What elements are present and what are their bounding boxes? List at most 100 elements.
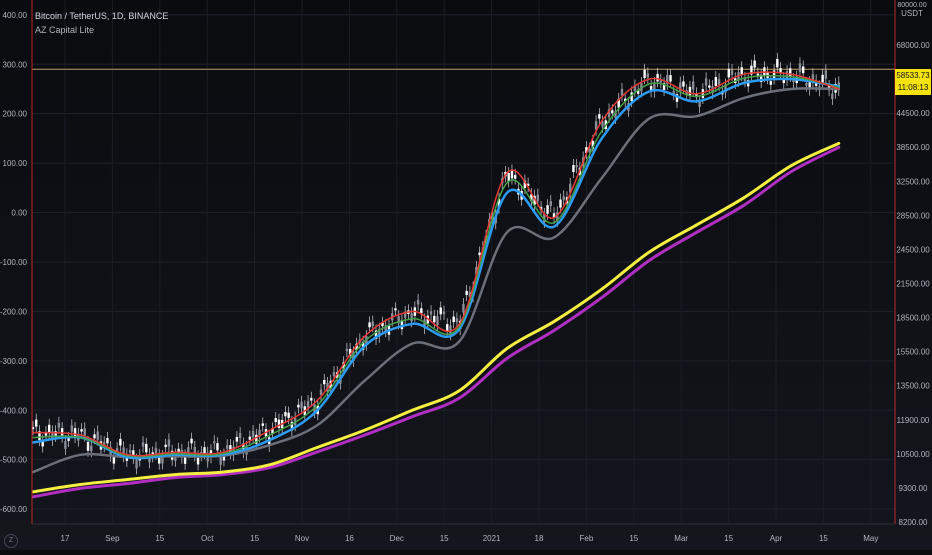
right-tick-label: 44500.00 [896, 109, 930, 118]
symbol-title[interactable]: Bitcoin / TetherUS, 1D, BINANCE [35, 11, 169, 21]
left-axis-labels: 400.00 300.00 200.00 100.00 0.00 -100.00 -200.… [0, 11, 28, 514]
x-tick-label[interactable]: 15 [250, 534, 259, 543]
x-tick-label[interactable]: Oct [201, 534, 214, 543]
candle-body [601, 121, 604, 127]
candle-body [238, 433, 242, 439]
candle-body [255, 434, 258, 444]
candle-body [575, 165, 578, 168]
candle-body [740, 67, 743, 76]
candle-body [47, 424, 51, 433]
series-line-ema-blue [31, 77, 841, 460]
candle-body [611, 110, 614, 114]
candle-body [646, 73, 650, 78]
candle-body [410, 313, 413, 322]
candle-body [704, 78, 708, 86]
candle-body [361, 341, 365, 350]
candle-body [679, 82, 682, 92]
candle-body [374, 330, 378, 340]
x-tick-label[interactable]: Apr [770, 534, 783, 543]
x-tick-label[interactable]: Sep [105, 534, 120, 543]
x-tick-label[interactable]: 2021 [483, 534, 501, 543]
candle-body [429, 311, 433, 315]
candle-body [348, 348, 352, 356]
candle-body [821, 74, 824, 84]
x-tick-label[interactable]: Dec [390, 534, 404, 543]
candle-body [468, 291, 472, 298]
candle-body [662, 83, 666, 90]
candle-body [115, 448, 119, 451]
candle-body [523, 180, 527, 188]
x-tick-label[interactable]: 15 [819, 534, 828, 543]
series-line-ema-yellow [31, 141, 841, 494]
candle-body [44, 432, 48, 436]
candle-body [442, 311, 446, 315]
right-tick-label: 18500.00 [896, 314, 930, 323]
candle-body [261, 423, 264, 426]
candle-body [287, 412, 290, 418]
candle-body [248, 436, 252, 440]
x-tick-label[interactable]: Mar [674, 534, 688, 543]
x-tick-label[interactable]: 15 [629, 534, 638, 543]
candle-body [436, 316, 439, 326]
x-axis-labels[interactable]: 17 Sep 15 Oct 15 Nov 16 Dec 15 2021 18 Feb 15 Mar 15 Ap… [61, 534, 879, 543]
candle-body [701, 89, 705, 99]
candle-body [274, 418, 277, 422]
candle-body [559, 199, 562, 208]
candle-body [284, 412, 287, 417]
candle-body [497, 198, 501, 208]
candle-body [145, 443, 148, 453]
currency-label: USDT [901, 9, 923, 18]
candle-body [792, 79, 795, 83]
candle-body [64, 441, 67, 449]
candle-body [724, 84, 727, 93]
candle-body [659, 79, 663, 83]
right-tick-label: 68000.00 [896, 41, 930, 50]
right-tick-label: 38500.00 [896, 143, 930, 152]
candle-body [119, 438, 122, 446]
candle-body [607, 109, 611, 118]
candle-body [102, 442, 106, 447]
z-scale-icon[interactable]: Z [4, 534, 18, 548]
candle-body [35, 419, 38, 427]
candle-body [688, 86, 692, 96]
candle-body [132, 450, 135, 458]
candle-body [630, 92, 633, 102]
candle-body [290, 421, 294, 431]
x-tick-label[interactable]: Nov [295, 534, 309, 543]
x-tick-label[interactable]: 17 [61, 534, 70, 543]
candle-body [653, 82, 656, 92]
right-tick-label: 10500.00 [896, 450, 930, 459]
x-tick-label[interactable]: 15 [155, 534, 164, 543]
x-tick-label[interactable]: 15 [724, 534, 733, 543]
candle-body [397, 316, 400, 324]
candle-body [183, 455, 187, 464]
candle-body [789, 68, 792, 77]
candle-body [465, 290, 468, 296]
x-tick-label[interactable]: May [863, 534, 878, 543]
candle-body [368, 322, 371, 328]
candle-body [371, 321, 374, 327]
candle-body [384, 325, 387, 332]
x-tick-label[interactable]: Feb [580, 534, 594, 543]
candle-body [93, 434, 96, 439]
candle-body [478, 252, 481, 256]
candle-body [730, 70, 734, 75]
indicator-name[interactable]: AZ Capital Lite [35, 25, 95, 35]
candle-body [352, 352, 355, 361]
x-tick-label[interactable]: 16 [345, 534, 354, 543]
candle-body [381, 322, 384, 327]
candle-body [193, 446, 197, 456]
left-tick-label: 0.00 [11, 209, 27, 218]
series-line-ema-gray [31, 87, 841, 474]
candle-body [164, 444, 167, 448]
candle-body [569, 183, 572, 193]
candle-body [420, 308, 423, 314]
candle-body [672, 91, 675, 95]
x-tick-label[interactable]: 18 [535, 534, 544, 543]
candle-body [225, 445, 229, 449]
x-tick-label[interactable]: 15 [440, 534, 449, 543]
candle-body [300, 401, 303, 409]
candle-body [251, 431, 255, 438]
